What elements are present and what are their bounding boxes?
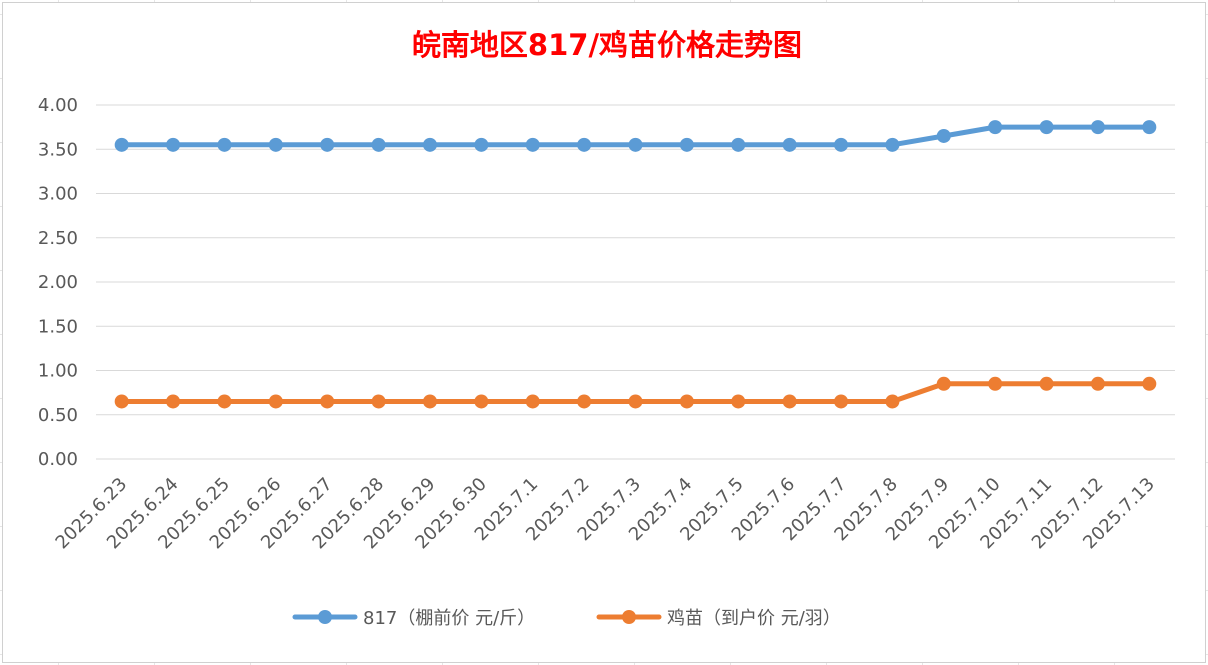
data-point[interactable] [834, 137, 849, 152]
data-point[interactable] [1039, 376, 1054, 391]
data-point[interactable] [525, 394, 540, 409]
data-point[interactable] [577, 394, 592, 409]
legend-item[interactable]: 817（棚前价 元/斤） [292, 608, 535, 629]
data-point[interactable] [988, 120, 1003, 135]
data-point[interactable] [268, 137, 283, 152]
data-point[interactable] [1090, 120, 1105, 135]
data-point[interactable] [679, 394, 694, 409]
data-point[interactable] [166, 394, 181, 409]
y-tick-label: 0.50 [38, 405, 78, 426]
legend[interactable]: 817（棚前价 元/斤） 鸡苗（到户价 元/羽） [292, 608, 841, 629]
y-tick-label: 1.00 [38, 361, 78, 382]
data-point[interactable] [731, 137, 746, 152]
y-tick-label: 3.50 [38, 139, 78, 160]
data-point[interactable] [114, 394, 129, 409]
data-point[interactable] [679, 137, 694, 152]
data-point[interactable] [371, 394, 386, 409]
y-tick-label: 3.00 [38, 184, 78, 205]
series-2 [114, 376, 1157, 409]
y-tick-label: 2.00 [38, 272, 78, 293]
data-point[interactable] [936, 128, 951, 143]
data-point[interactable] [628, 137, 643, 152]
data-point[interactable] [1039, 120, 1054, 135]
data-point[interactable] [422, 394, 437, 409]
data-point[interactable] [422, 137, 437, 152]
data-point[interactable] [782, 137, 797, 152]
series [114, 120, 1157, 409]
y-axis-ticks: 0.00 0.50 1.00 1.50 2.00 2.50 3.00 3.50 4.00 [38, 95, 78, 470]
line-chart: 皖南地区817/鸡苗价格走势图 0.00 0.50 1.00 1.50 2.00 2.50… [38, 28, 1175, 629]
data-point[interactable] [166, 137, 181, 152]
data-point[interactable] [731, 394, 746, 409]
data-point[interactable] [371, 137, 386, 152]
x-axis-ticks: 2025.6.232025.6.242025.6.252025.6.262025… [52, 474, 1159, 554]
data-point[interactable] [1142, 120, 1157, 135]
y-tick-label: 4.00 [38, 95, 78, 116]
y-tick-label: 1.50 [38, 316, 78, 337]
data-point[interactable] [885, 137, 900, 152]
data-point[interactable] [988, 376, 1003, 391]
legend-label: 817（棚前价 元/斤） [363, 608, 535, 629]
data-point[interactable] [1090, 376, 1105, 391]
legend-label: 鸡苗（到户价 元/羽） [667, 608, 841, 629]
y-tick-label: 2.50 [38, 228, 78, 249]
data-point[interactable] [885, 394, 900, 409]
data-point[interactable] [474, 137, 489, 152]
legend-item[interactable]: 鸡苗（到户价 元/羽） [596, 608, 841, 629]
y-tick-label: 0.00 [38, 449, 78, 470]
legend-marker [622, 610, 636, 624]
chart-title: 皖南地区817/鸡苗价格走势图 [412, 28, 802, 62]
data-point[interactable] [525, 137, 540, 152]
legend-marker [318, 610, 332, 624]
data-point[interactable] [114, 137, 129, 152]
data-point[interactable] [577, 137, 592, 152]
series-1 [114, 120, 1157, 152]
data-point[interactable] [474, 394, 489, 409]
data-point[interactable] [1142, 376, 1157, 391]
data-point[interactable] [320, 137, 335, 152]
data-point[interactable] [268, 394, 283, 409]
data-point[interactable] [628, 394, 643, 409]
data-point[interactable] [217, 137, 232, 152]
data-point[interactable] [217, 394, 232, 409]
data-point[interactable] [782, 394, 797, 409]
data-point[interactable] [936, 376, 951, 391]
data-point[interactable] [834, 394, 849, 409]
data-point[interactable] [320, 394, 335, 409]
